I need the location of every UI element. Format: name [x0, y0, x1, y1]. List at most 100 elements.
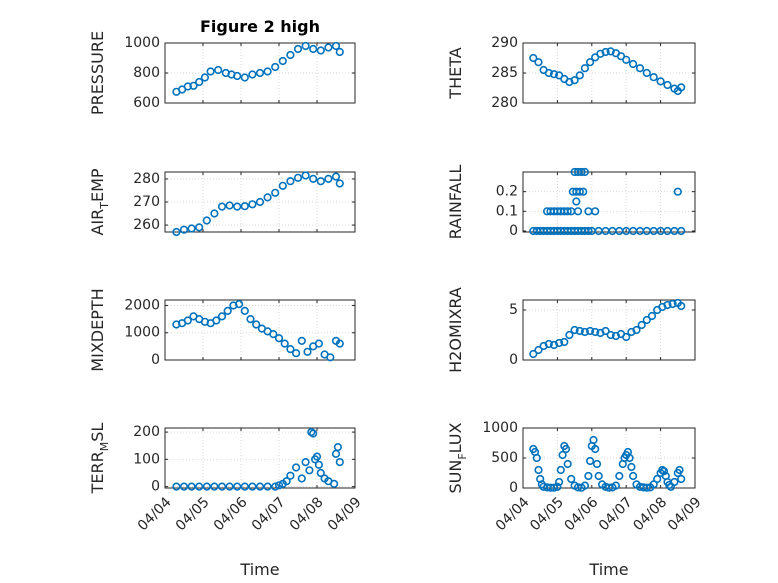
pressure-point [316, 46, 325, 55]
subplot-air_temp: 260 270 280 AIRTEMP [88, 168, 356, 237]
pressure-point [278, 56, 287, 66]
rainfall-ytick-label: 0.1 [496, 203, 518, 219]
pressure-point [183, 82, 192, 91]
theta-ytick-label: 285 [491, 65, 518, 81]
terr_msl-point [301, 458, 310, 467]
rainfall-point [677, 226, 686, 236]
terr_msl-ytick-label: 200 [133, 424, 160, 440]
h2omixra-point [632, 325, 641, 335]
mixdepth-point [212, 316, 221, 325]
terr_msl-point [316, 468, 325, 478]
terr_msl-ytick-label: 100 [133, 451, 160, 467]
sun_flux-point [615, 471, 624, 481]
rainfall-ytick-label: 0 [509, 223, 518, 239]
terr_msl-point [309, 429, 318, 438]
terr_msl-point [233, 482, 242, 491]
mixdepth-point [217, 312, 227, 321]
sun_flux-ylabel: SUNFLUX [446, 422, 469, 493]
mixdepth-point [297, 336, 306, 346]
terr_msl-point [314, 460, 324, 469]
pressure-series [172, 41, 344, 96]
terr_msl-plot-area [165, 428, 355, 488]
mixdepth-plot-area [165, 300, 355, 360]
h2omixra-point [663, 300, 672, 310]
air_temp-ytick-label: 280 [133, 171, 160, 187]
mixdepth-point [326, 353, 335, 362]
h2omixra-point [642, 315, 651, 325]
sun_flux-point [591, 444, 600, 454]
rainfall-point [573, 207, 583, 216]
sun_flux-point [563, 459, 572, 469]
mixdepth-point [303, 347, 312, 356]
sun_flux-point [659, 467, 669, 476]
sun_flux-point [567, 474, 576, 484]
pressure-point [286, 50, 295, 60]
pressure-ytick-label: 800 [133, 65, 160, 81]
h2omixra-axes-box [522, 299, 696, 361]
rainfall-point [572, 197, 581, 206]
terr_msl-point [210, 482, 219, 491]
rainfall-point [579, 187, 588, 196]
terr_msl-point [202, 482, 211, 491]
pressure-point [271, 62, 280, 72]
theta-point [580, 64, 590, 73]
theta-point [642, 68, 651, 78]
theta-point [549, 70, 559, 79]
pressure-point [263, 67, 272, 76]
h2omixra-point [570, 325, 579, 335]
air_temp-series [172, 171, 344, 237]
terr_msl-axes-box [164, 427, 356, 489]
terr_msl-point [255, 482, 265, 491]
air_temp-point [233, 202, 242, 211]
h2omixra-point [554, 338, 564, 348]
pressure-point [233, 71, 242, 81]
pressure-point [255, 68, 265, 78]
sun_flux-point [594, 471, 603, 481]
air_temp-point [195, 223, 204, 232]
theta-point [677, 83, 686, 92]
subplot-pressure: 600 800 1000 PRESSURE Figure 2 high [88, 17, 356, 115]
theta-point [570, 76, 579, 85]
sun_flux-point [611, 481, 621, 490]
terr_msl-point [333, 443, 343, 452]
mixdepth-point [223, 306, 232, 316]
theta-point [635, 64, 645, 73]
theta-point [628, 59, 638, 69]
sun_flux-point [556, 465, 565, 475]
rainfall-point [580, 167, 590, 177]
theta-point [565, 77, 574, 87]
air_temp-point [179, 225, 189, 234]
air_temp-point [331, 172, 341, 181]
sun_flux-point [585, 456, 595, 466]
air_temp-point [187, 224, 196, 233]
pressure-point [324, 43, 333, 52]
h2omixra-point [668, 299, 677, 309]
theta-point [529, 53, 538, 63]
rainfall-point [591, 207, 600, 216]
sun_flux-point [625, 453, 634, 463]
h2omixra-point [534, 345, 543, 355]
terr_msl-point [297, 474, 306, 483]
air_temp-ylabel: AIRTEMP [88, 168, 111, 235]
pressure-point [195, 77, 204, 87]
pressure-point [335, 47, 344, 57]
theta-point [575, 71, 584, 80]
h2omixra-point [565, 330, 574, 340]
terr_msl-ytick-label: 0 [151, 479, 160, 495]
theta-point [606, 47, 615, 56]
terr_msl-point [263, 482, 272, 491]
theta-point [649, 73, 658, 82]
terr_msl-point [195, 482, 204, 491]
sun_flux-point [553, 482, 562, 491]
h2omixra-point [575, 326, 584, 336]
theta-ylabel: THETA [446, 47, 465, 99]
h2omixra-point [560, 337, 569, 347]
subplot-h2omixra: 0 5 H2OMIXRA [446, 287, 696, 373]
h2omixra-point [544, 339, 553, 349]
subplot-mixdepth: 0 1000 2000 MIXDEPTH [88, 288, 356, 372]
air_temp-point [309, 174, 318, 183]
h2omixra-series [529, 298, 686, 359]
air_temp-point [324, 174, 333, 183]
h2omixra-point [591, 327, 600, 337]
terr_msl-point [179, 482, 189, 491]
